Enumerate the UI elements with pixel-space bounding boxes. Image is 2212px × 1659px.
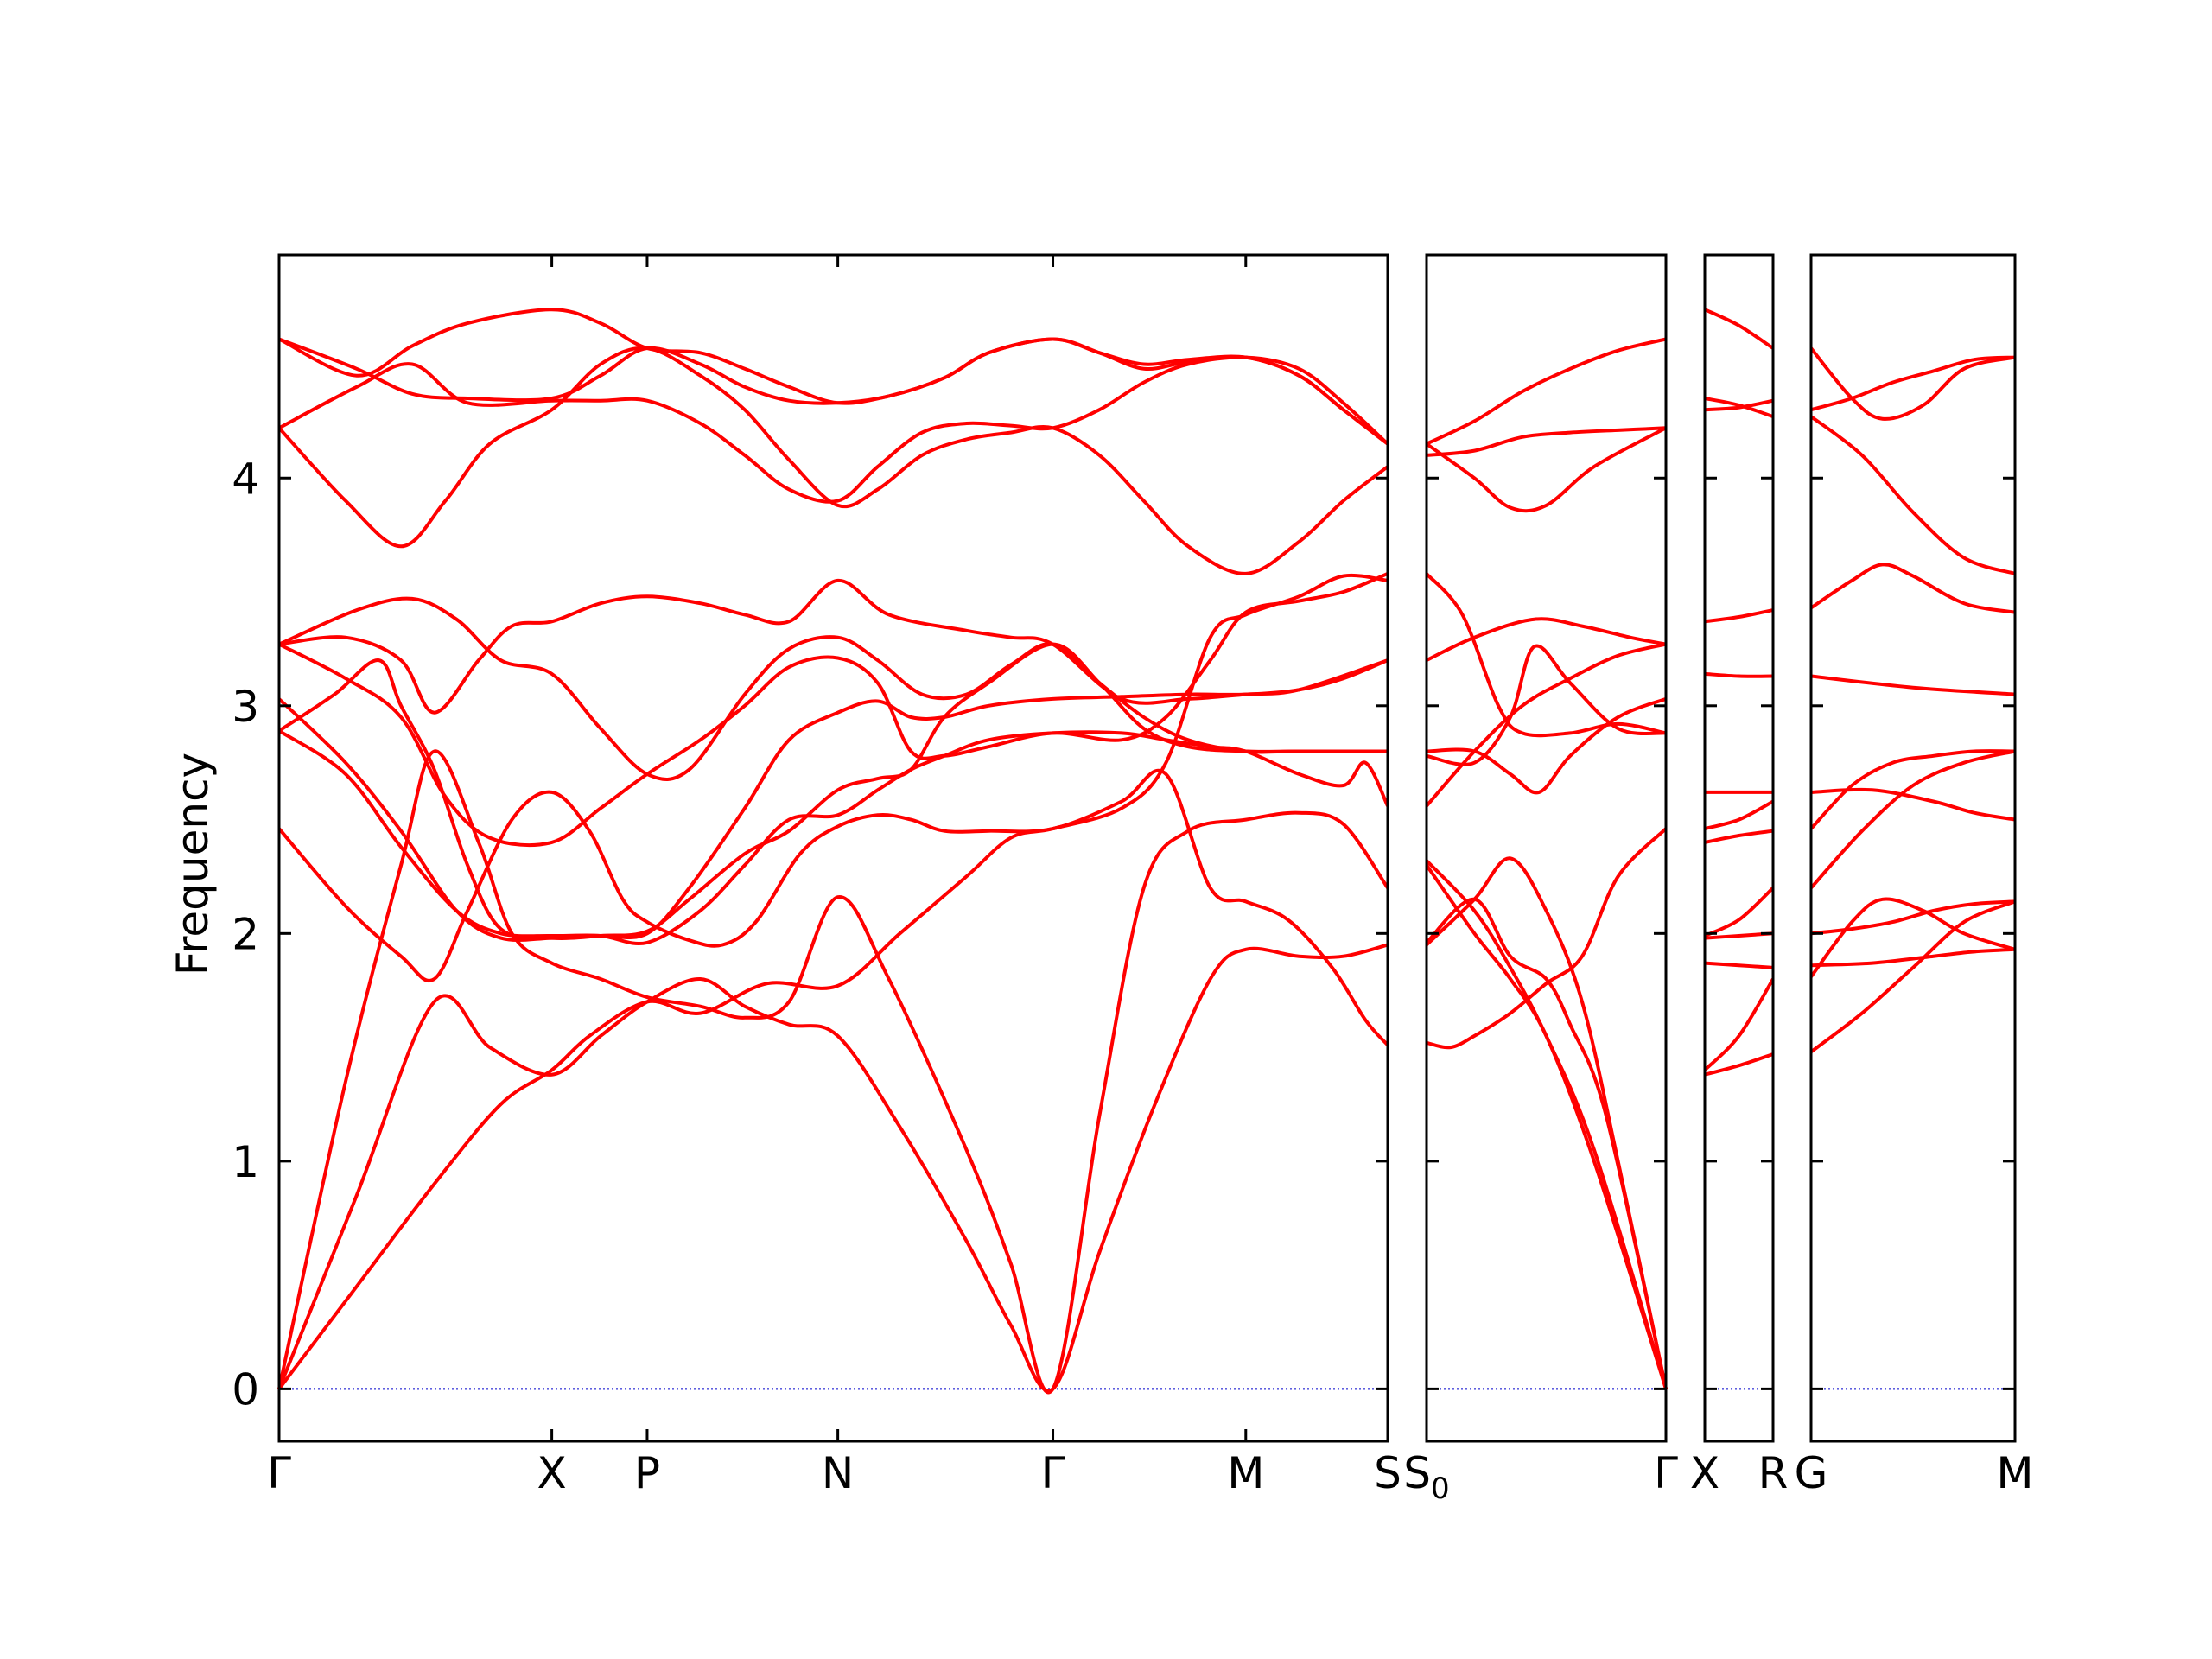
band-line — [1810, 787, 2016, 822]
x-tick-label: Γ — [1041, 1448, 1065, 1498]
band-line — [1810, 674, 2016, 696]
panel-frame — [277, 253, 1389, 1443]
band-line — [1809, 897, 2016, 978]
panel-s0-gamma: S0 Γ — [1403, 253, 1678, 1506]
band-line — [1810, 355, 2016, 412]
band-line — [1426, 337, 1667, 446]
band-line — [1425, 859, 1668, 1389]
x-tick-label: M — [1227, 1448, 1264, 1498]
band-line — [1426, 827, 1668, 1050]
band-line — [1809, 415, 2016, 575]
band-line — [1425, 426, 1667, 513]
band-line — [1704, 671, 1774, 678]
band-line — [277, 658, 1389, 943]
band-line — [277, 573, 1389, 1390]
panel-frame — [1425, 253, 1668, 1443]
band-line — [278, 596, 1388, 781]
y-tick-label: 1 — [232, 1137, 259, 1187]
band-line — [1810, 947, 2016, 968]
band-line — [1809, 563, 2016, 614]
x-tick-label: Γ — [267, 1448, 291, 1498]
band-line — [1426, 617, 1667, 662]
y-tick-label: 4 — [232, 454, 259, 504]
band-line — [1704, 1052, 1774, 1077]
band-line — [1809, 749, 2016, 830]
band-line — [1425, 572, 1667, 738]
band-line — [277, 749, 1389, 1395]
band-line — [1809, 899, 2016, 1053]
band-line — [277, 346, 1389, 575]
band-line — [278, 308, 1389, 446]
band-line — [277, 768, 1389, 1046]
band-line — [1425, 642, 1667, 808]
band-line — [1426, 426, 1667, 457]
band-line — [1704, 799, 1774, 831]
x-tick-label: Γ — [1654, 1448, 1678, 1498]
x-tick-label: X — [1690, 1448, 1719, 1498]
band-line — [277, 642, 1388, 940]
band-line — [1425, 856, 1668, 1389]
band-line — [1704, 397, 1774, 418]
y-tick-label: 2 — [232, 909, 259, 959]
band-line — [1704, 398, 1774, 412]
band-line — [1703, 977, 1775, 1071]
y-axis-label: Frequency — [168, 753, 218, 976]
x-tick-label: S — [1374, 1448, 1402, 1498]
x-tick-label: N — [822, 1448, 854, 1498]
y-axis: 0 1 2 3 4 — [232, 454, 259, 1414]
band-line — [277, 943, 1389, 1393]
band-line — [1809, 749, 2016, 889]
x-tick-label: M — [1996, 1448, 2033, 1498]
band-line — [1704, 961, 1774, 969]
band-line — [1426, 644, 1667, 766]
band-line — [1425, 897, 1668, 1389]
band-line — [1426, 697, 1667, 795]
band-line — [278, 578, 1389, 715]
x-tick-label: R — [1758, 1448, 1789, 1498]
band-line — [1809, 346, 2016, 421]
band-line — [1704, 887, 1775, 938]
panel-frame — [1809, 253, 2017, 1443]
band-line — [1704, 829, 1774, 844]
x-tick-label: P — [634, 1448, 660, 1498]
panel-frame — [1703, 253, 1775, 1443]
band-line — [1810, 899, 2016, 936]
x-tick-label: X — [537, 1448, 566, 1498]
y-tick-label: 0 — [232, 1364, 259, 1414]
x-tick-label: G — [1795, 1448, 1828, 1498]
band-line — [1704, 608, 1774, 624]
x-tick-label: S0 — [1403, 1448, 1449, 1506]
band-line — [1425, 864, 1668, 1389]
band-line — [1704, 308, 1775, 350]
y-tick-label: 3 — [232, 682, 259, 732]
band-line — [278, 355, 1389, 504]
band-line — [278, 572, 1389, 848]
